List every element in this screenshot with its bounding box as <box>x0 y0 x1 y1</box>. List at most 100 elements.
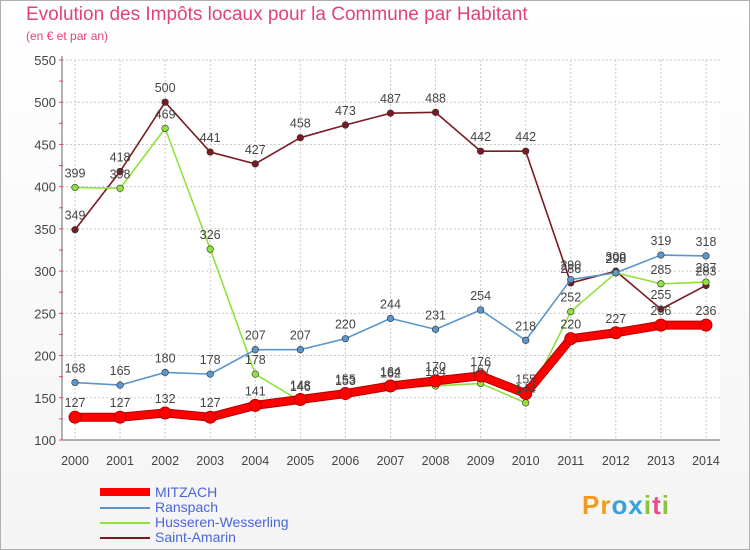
data-point-ranspach <box>522 336 530 344</box>
data-label-mitzach: 236 <box>696 304 717 318</box>
x-tick-label: 2003 <box>196 454 224 468</box>
data-label-ranspach: 207 <box>245 329 266 343</box>
y-tick-label: 250 <box>34 306 56 321</box>
data-label-ranspach: 220 <box>335 318 356 332</box>
data-label-mitzach: 220 <box>560 318 581 332</box>
data-point-mitzach <box>248 398 262 412</box>
data-point-mitzach <box>203 410 217 424</box>
x-tick-label: 2004 <box>241 454 269 468</box>
data-point-mitzach <box>699 318 713 332</box>
data-point-mitzach <box>474 369 488 383</box>
data-point-ranspach <box>161 368 169 377</box>
data-label-saint-amarin: 441 <box>200 131 221 145</box>
plot-area <box>62 60 720 440</box>
logo-letter: r <box>600 490 612 520</box>
data-label-mitzach: 227 <box>605 312 626 326</box>
data-point-mitzach <box>383 379 397 393</box>
y-tick-label: 300 <box>34 264 56 279</box>
data-label-husseren-wesserling: 252 <box>560 291 581 305</box>
data-label-saint-amarin: 283 <box>696 264 717 278</box>
data-point-saint-amarin <box>657 305 665 313</box>
y-tick-label: 500 <box>34 95 56 110</box>
data-label-mitzach: 236 <box>650 304 671 318</box>
y-tick-label: 350 <box>34 222 56 237</box>
data-label-ranspach: 231 <box>425 308 446 322</box>
data-label-husseren-wesserling: 167 <box>470 362 491 376</box>
data-point-saint-amarin <box>477 147 485 155</box>
data-label-husseren-wesserling: 178 <box>245 353 266 367</box>
x-tick-label: 2000 <box>61 454 89 468</box>
logo-letter: P <box>582 490 601 520</box>
data-point-husseren-wesserling <box>71 183 79 192</box>
x-tick-label: 2011 <box>557 454 584 468</box>
x-tick-label: 2005 <box>286 454 314 468</box>
data-label-ranspach: 180 <box>155 351 176 365</box>
data-point-mitzach <box>158 406 172 420</box>
logo-letter: i <box>643 490 653 520</box>
x-tick-label: 2007 <box>377 454 405 468</box>
data-point-mitzach <box>564 332 578 346</box>
data-label-husseren-wesserling: 162 <box>380 367 401 381</box>
x-tick-label: 2002 <box>151 454 179 468</box>
data-label-husseren-wesserling: 285 <box>650 263 671 277</box>
data-point-husseren-wesserling <box>206 245 214 253</box>
data-label-saint-amarin: 286 <box>560 262 581 276</box>
data-label-ranspach: 319 <box>650 234 671 248</box>
data-point-saint-amarin <box>522 147 530 155</box>
data-point-husseren-wesserling <box>251 370 259 378</box>
data-label-saint-amarin: 488 <box>425 91 446 105</box>
x-tick-label: 2006 <box>332 454 360 468</box>
data-label-husseren-wesserling: 164 <box>425 365 446 379</box>
data-point-ranspach <box>567 275 575 284</box>
data-label-mitzach: 127 <box>65 396 86 410</box>
data-point-ranspach <box>477 306 485 314</box>
data-label-mitzach: 132 <box>155 392 176 406</box>
data-label-saint-amarin: 349 <box>65 209 86 223</box>
data-label-saint-amarin: 427 <box>245 143 266 157</box>
chart-title: Evolution des Impôts locaux pour la Comm… <box>26 4 528 25</box>
data-label-ranspach: 298 <box>605 252 626 266</box>
data-point-mitzach <box>519 387 533 401</box>
data-point-ranspach <box>612 269 620 277</box>
data-label-husseren-wesserling: 298 <box>605 252 626 266</box>
data-label-saint-amarin: 418 <box>110 150 131 164</box>
legend-label-saint-amarin: Saint-Amarin <box>155 529 236 545</box>
data-point-husseren-wesserling <box>116 184 124 192</box>
data-label-mitzach: 148 <box>290 378 311 392</box>
legend-swatch-mitzach <box>100 488 150 496</box>
legend-label-husseren-wesserling: Husseren-Wesserling <box>155 514 289 530</box>
data-point-mitzach <box>609 326 623 340</box>
legend-swatch-saint-amarin <box>100 537 150 539</box>
logo-letter: t <box>652 490 662 520</box>
y-tick-label: 100 <box>34 433 56 448</box>
data-label-husseren-wesserling: 144 <box>515 382 536 396</box>
data-point-ranspach <box>116 381 124 389</box>
legend-label-ranspach: Ranspach <box>155 499 219 515</box>
data-point-ranspach <box>657 251 665 259</box>
legend-label-mitzach: MITZACH <box>155 484 218 500</box>
data-label-saint-amarin: 487 <box>380 92 401 106</box>
data-label-husseren-wesserling: 469 <box>155 107 176 121</box>
data-label-mitzach: 170 <box>425 360 446 374</box>
data-point-saint-amarin <box>431 108 440 116</box>
x-tick-label: 2014 <box>692 454 720 468</box>
data-label-ranspach: 165 <box>110 364 131 378</box>
data-label-saint-amarin: 500 <box>155 81 176 95</box>
data-label-husseren-wesserling: 153 <box>335 374 356 388</box>
x-tick-label: 2001 <box>106 454 134 468</box>
y-tick-label: 450 <box>34 137 56 152</box>
data-label-ranspach: 168 <box>65 362 86 376</box>
data-label-ranspach: 290 <box>560 259 581 273</box>
data-point-saint-amarin <box>251 160 259 168</box>
data-label-saint-amarin: 473 <box>335 104 356 118</box>
x-tick-label: 2013 <box>647 454 675 468</box>
data-point-saint-amarin <box>296 134 304 142</box>
data-label-saint-amarin: 255 <box>650 288 671 302</box>
data-label-ranspach: 318 <box>696 235 717 249</box>
x-tick-label: 2012 <box>602 454 630 468</box>
data-point-saint-amarin <box>161 98 169 106</box>
proxiti-logo: Proxiti <box>582 490 670 521</box>
data-label-husseren-wesserling: 398 <box>110 167 131 181</box>
data-label-mitzach: 127 <box>200 396 221 410</box>
